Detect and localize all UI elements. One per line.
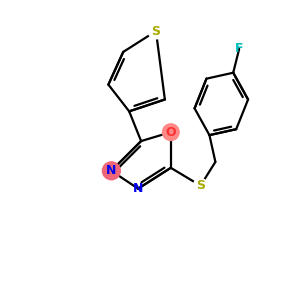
Text: N: N bbox=[106, 164, 116, 177]
Circle shape bbox=[163, 124, 179, 140]
Text: S: S bbox=[196, 179, 205, 192]
Circle shape bbox=[194, 178, 208, 193]
Circle shape bbox=[148, 23, 164, 39]
Text: O: O bbox=[166, 126, 176, 139]
Text: S: S bbox=[152, 25, 160, 38]
Text: F: F bbox=[235, 42, 243, 56]
Circle shape bbox=[102, 162, 120, 180]
Text: N: N bbox=[133, 182, 143, 195]
